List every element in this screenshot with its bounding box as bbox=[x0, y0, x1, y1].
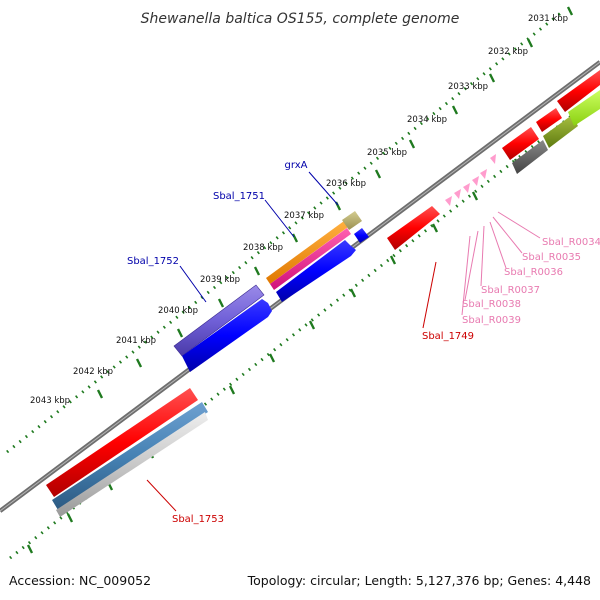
tick-label: 2039 kbp bbox=[200, 275, 240, 285]
gene-olive-ur bbox=[543, 115, 578, 148]
tick-label: 2034 kbp bbox=[407, 115, 447, 125]
tick-label: 2031 kbp bbox=[528, 14, 568, 24]
outer-tick bbox=[526, 38, 534, 48]
tick-label: 2036 kbp bbox=[326, 179, 366, 189]
outer-tick bbox=[566, 6, 574, 16]
gene-label-sbal-r0038: Sbal_R0038 bbox=[462, 299, 521, 310]
tick-label: 2037 kbp bbox=[284, 211, 324, 221]
inner-tick bbox=[268, 353, 276, 363]
gene-sbal-1749 bbox=[387, 206, 440, 250]
outer-tick bbox=[176, 328, 184, 338]
label-leaders bbox=[146, 171, 541, 512]
gene-label-sbal-r0035: Sbal_R0035 bbox=[522, 252, 581, 263]
arrow-blue-1 bbox=[182, 299, 272, 372]
outer-tick bbox=[291, 233, 299, 243]
tick-label: 2038 kbp bbox=[243, 243, 283, 253]
gene-label-grxa: grxA bbox=[285, 160, 308, 171]
tick-group: 2031 kbp 2032 kbp 2033 kbp 2034 kbp 2035 kbp… bbox=[26, 6, 600, 554]
inner-tick bbox=[66, 513, 74, 523]
gene-label-sbal-r0034: Sbal_R0034 bbox=[542, 237, 600, 248]
inner-tick bbox=[228, 385, 236, 395]
inner-tick bbox=[389, 255, 397, 265]
trna-6 bbox=[490, 154, 496, 164]
outer-tick bbox=[217, 298, 225, 308]
arrow-blue-2 bbox=[276, 240, 356, 302]
gene-sbal-1752 bbox=[173, 284, 265, 357]
inner-tick bbox=[308, 320, 316, 330]
accession-label: Accession: NC_009052 bbox=[9, 573, 151, 588]
reverse-features bbox=[46, 70, 600, 517]
tick-label: 2040 kbp bbox=[158, 306, 198, 316]
tick-label: 2043 kbp bbox=[30, 396, 70, 406]
inner-tick bbox=[471, 191, 479, 201]
trna-2 bbox=[454, 189, 461, 199]
tick-label: 2032 kbp bbox=[488, 47, 528, 57]
outer-tick bbox=[408, 139, 416, 149]
outer-tick bbox=[135, 358, 143, 368]
tick-label: 2042 kbp bbox=[73, 367, 113, 377]
trna-5 bbox=[480, 169, 487, 179]
gene-sbal-1751 bbox=[266, 221, 348, 284]
outer-tick bbox=[488, 73, 496, 83]
summary-label: Topology: circular; Length: 5,127,376 bp… bbox=[247, 573, 591, 588]
gene-steel-1753 bbox=[52, 402, 208, 510]
inner-tick bbox=[26, 544, 34, 554]
outer-dotted-track bbox=[6, 10, 563, 454]
gene-label-sbal-1751: Sbal_1751 bbox=[213, 191, 265, 202]
gene-sbal-1753 bbox=[46, 388, 198, 497]
inner-tick bbox=[349, 288, 357, 298]
tick-label: 2041 kbp bbox=[116, 336, 156, 346]
forward-features bbox=[173, 211, 362, 357]
gene-label-sbal-r0036: Sbal_R0036 bbox=[504, 267, 563, 278]
gene-label-sbal-r0037: Sbal_R0037 bbox=[481, 285, 540, 296]
trna-4 bbox=[472, 176, 479, 186]
forward-arrows bbox=[182, 228, 369, 372]
gene-light-1753 bbox=[56, 412, 208, 517]
gene-label-sbal-r0039: Sbal_R0039 bbox=[462, 315, 521, 326]
trna-3 bbox=[463, 183, 470, 193]
arrow-blue-3 bbox=[354, 228, 369, 243]
gene-label-sbal-1749: Sbal_1749 bbox=[422, 331, 474, 342]
gene-sbal-1751-rna bbox=[270, 228, 351, 290]
outer-tick bbox=[253, 266, 261, 276]
gene-gray-ur bbox=[512, 140, 548, 174]
trna-1 bbox=[445, 196, 452, 206]
gene-red-ur-3 bbox=[557, 70, 600, 112]
tick-label: 2035 kbp bbox=[367, 148, 407, 158]
gene-red-ur-2 bbox=[536, 108, 562, 132]
gene-label-sbal-1753: Sbal_1753 bbox=[172, 514, 224, 525]
outer-tick bbox=[96, 389, 104, 399]
gene-label-group: grxA Sbal_1751 Sbal_1752 Sbal_1749 Sbal_1753… bbox=[127, 160, 600, 525]
inner-tick bbox=[431, 223, 439, 233]
gene-red-ur-1 bbox=[502, 127, 539, 160]
gene-lime-ur bbox=[568, 90, 600, 126]
outer-tick bbox=[451, 105, 459, 115]
map-title: Shewanella baltica OS155, complete genom… bbox=[141, 11, 460, 27]
outer-tick bbox=[374, 169, 382, 179]
gene-grxA bbox=[342, 211, 362, 230]
tick-label: 2033 kbp bbox=[448, 82, 488, 92]
gene-label-sbal-1752: Sbal_1752 bbox=[127, 256, 179, 267]
